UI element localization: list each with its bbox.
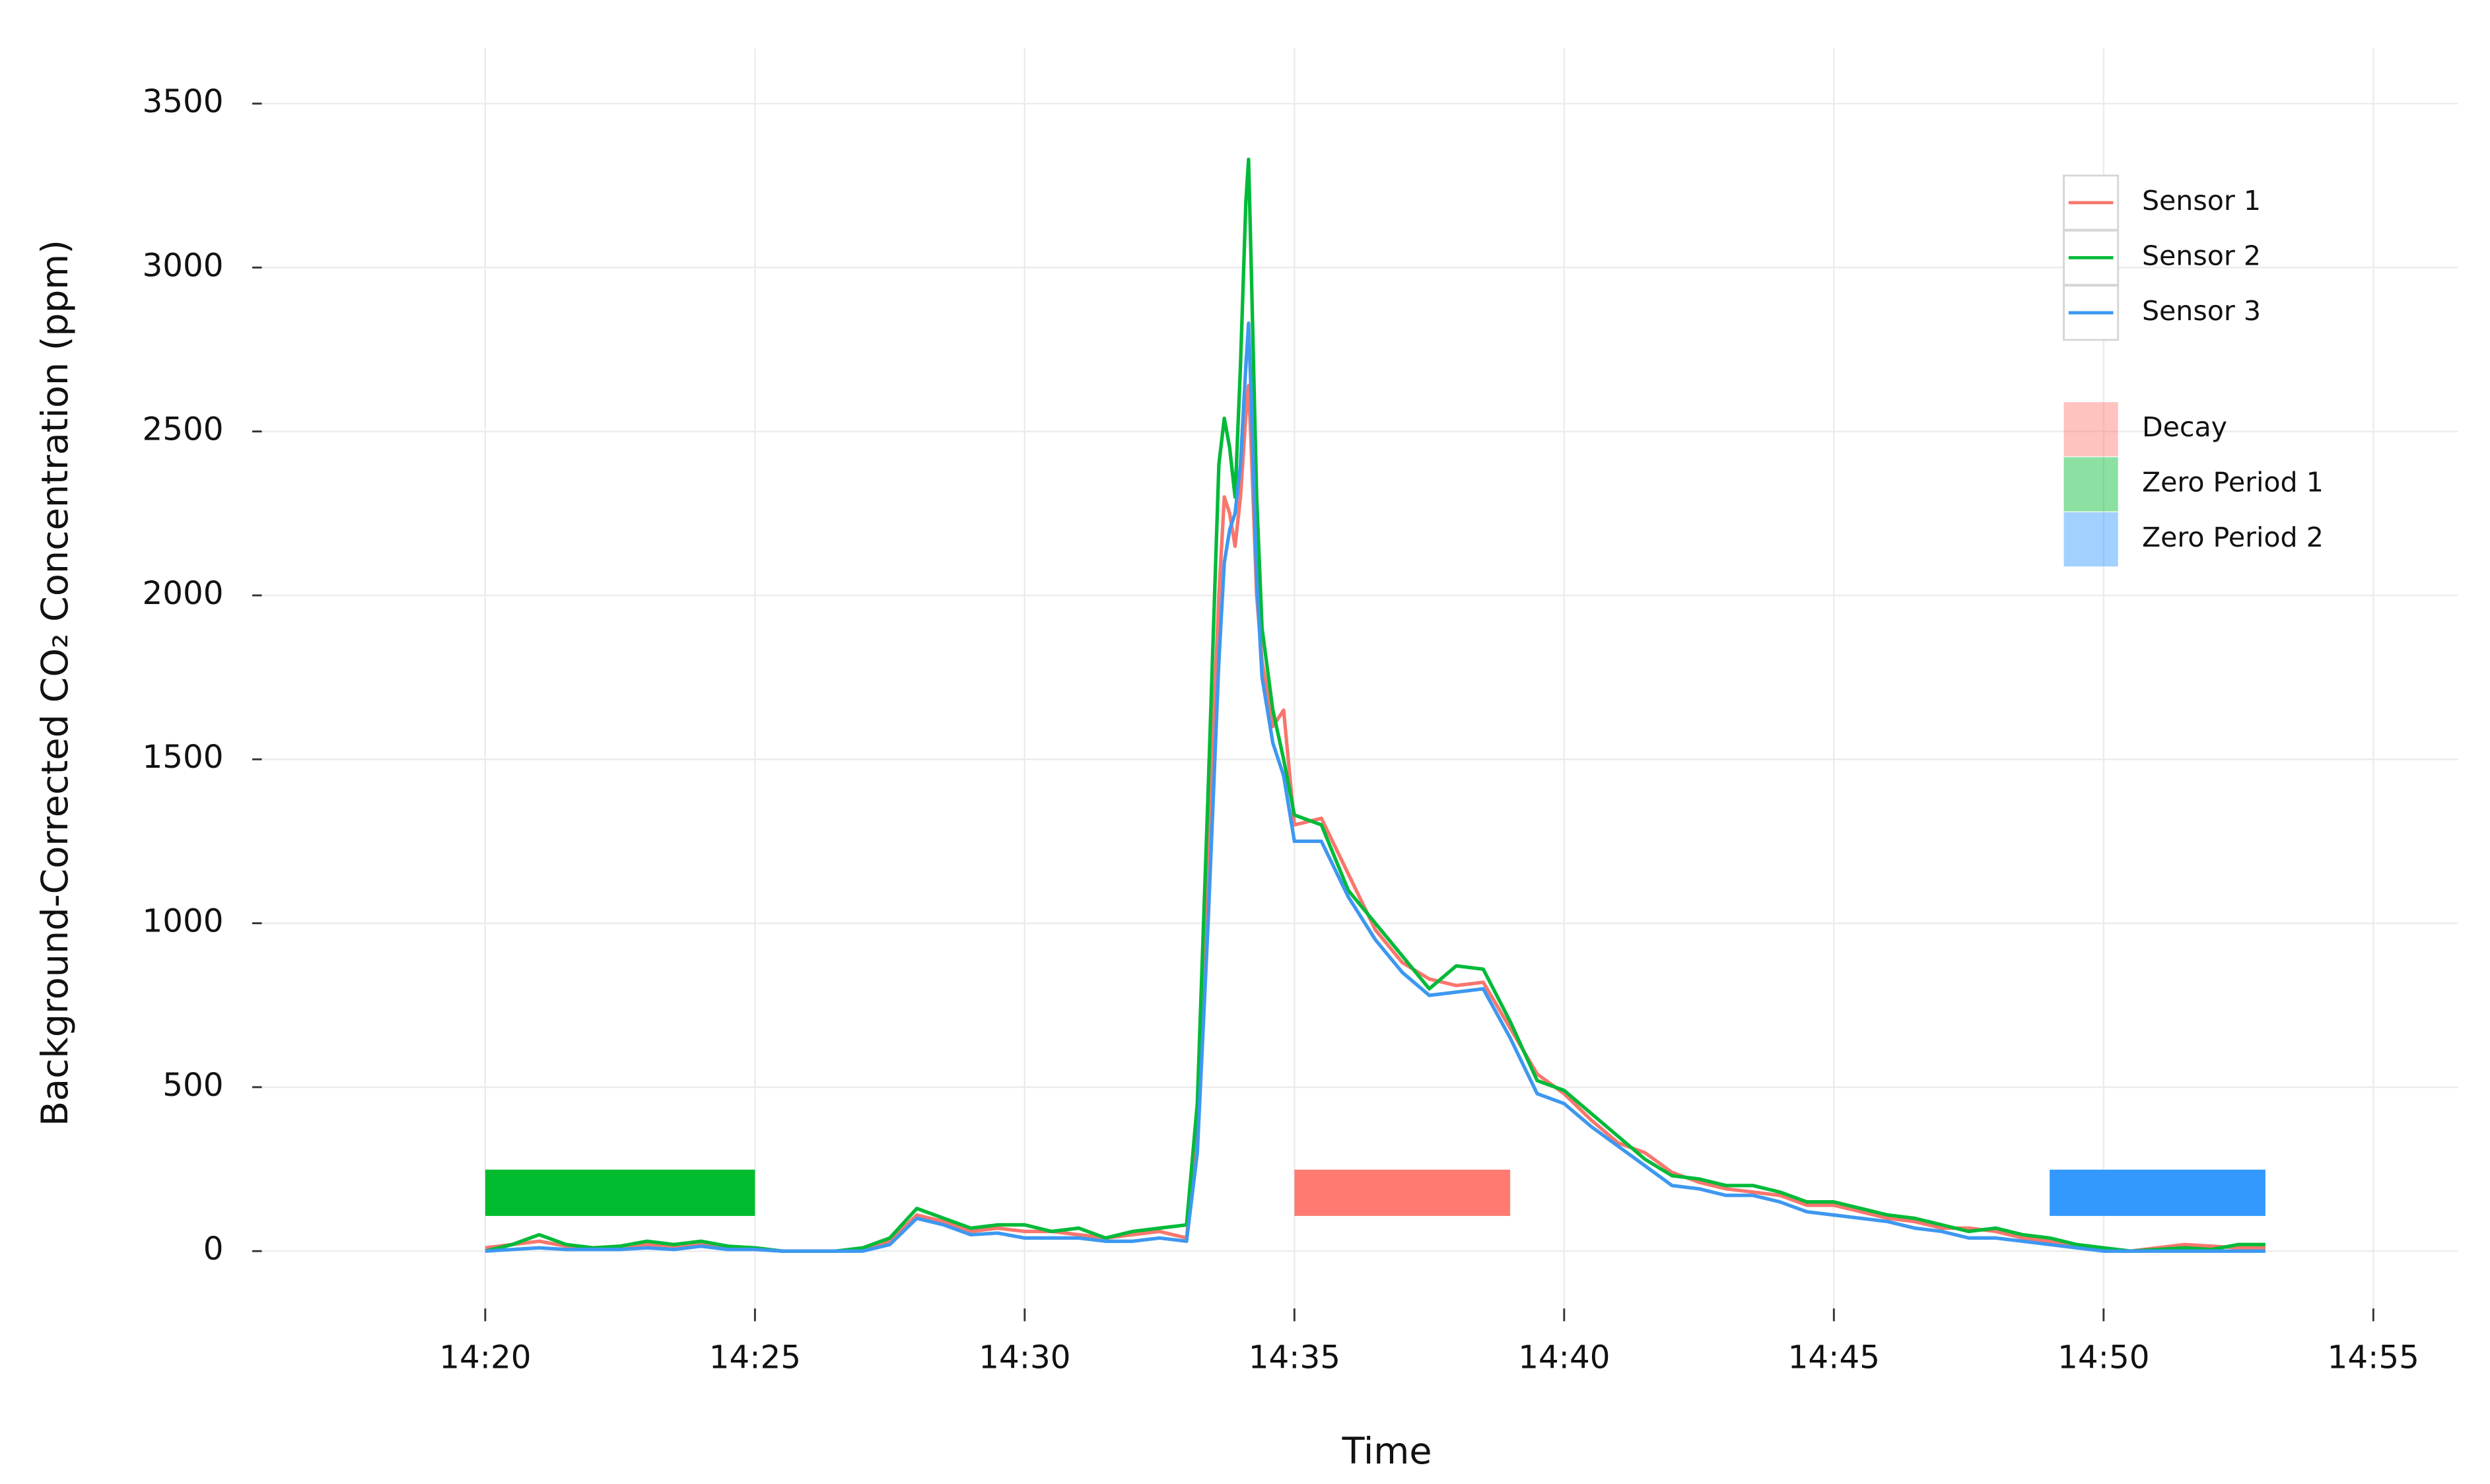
legend-label: Zero Period 2: [2142, 522, 2324, 553]
legend-label: Sensor 1: [2142, 185, 2261, 217]
x-tick-label: 14:45: [1788, 1339, 1880, 1376]
lines: [485, 157, 2265, 1253]
legend: Sensor 1 Sensor 2 Sensor 3 Decay Zero Period…: [2063, 174, 2324, 567]
y-axis-title: Background-Corrected CO₂ Concentration (…: [34, 240, 77, 1126]
grid: [255, 48, 2458, 1309]
legend-key: [2063, 457, 2118, 512]
period-bar: [2050, 1169, 2265, 1216]
series-line: [485, 321, 2265, 1253]
y-tick-label: 500: [162, 1067, 223, 1104]
x-tick-label: 14:50: [2058, 1339, 2149, 1376]
x-tick-label: 14:25: [709, 1339, 801, 1376]
y-tick-label: 1000: [142, 903, 223, 940]
y-tick-label: 1500: [142, 739, 223, 776]
periods: [485, 1169, 2265, 1216]
series-line: [485, 384, 2265, 1253]
x-axis-title: Time: [1342, 1430, 1432, 1473]
legend-label: Zero Period 1: [2142, 467, 2324, 498]
legend-label: Sensor 2: [2142, 240, 2261, 271]
x-tick-label: 14:30: [979, 1339, 1070, 1376]
x-tick-label: 14:55: [2328, 1339, 2419, 1376]
x-tick-label: 14:20: [439, 1339, 531, 1376]
legend-key: [2063, 402, 2118, 457]
legend-label: Sensor 3: [2142, 295, 2261, 327]
period-bar: [485, 1169, 755, 1216]
x-tick-label: 14:40: [1518, 1339, 1610, 1376]
x-tick-label: 14:35: [1249, 1339, 1340, 1376]
legend-key: [2063, 512, 2118, 567]
y-tick-label: 3000: [142, 247, 223, 284]
axes: 0 500 1000 1500 2000 2500 3000 3500 14:20 14:25 14…: [142, 83, 2419, 1376]
y-tick-label: 3500: [142, 83, 223, 120]
legend-label: Decay: [2142, 411, 2227, 443]
period-bar: [1294, 1169, 1511, 1216]
y-tick-label: 2000: [142, 575, 223, 612]
y-tick-label: 2500: [142, 411, 223, 448]
y-tick-label: 0: [203, 1231, 224, 1267]
